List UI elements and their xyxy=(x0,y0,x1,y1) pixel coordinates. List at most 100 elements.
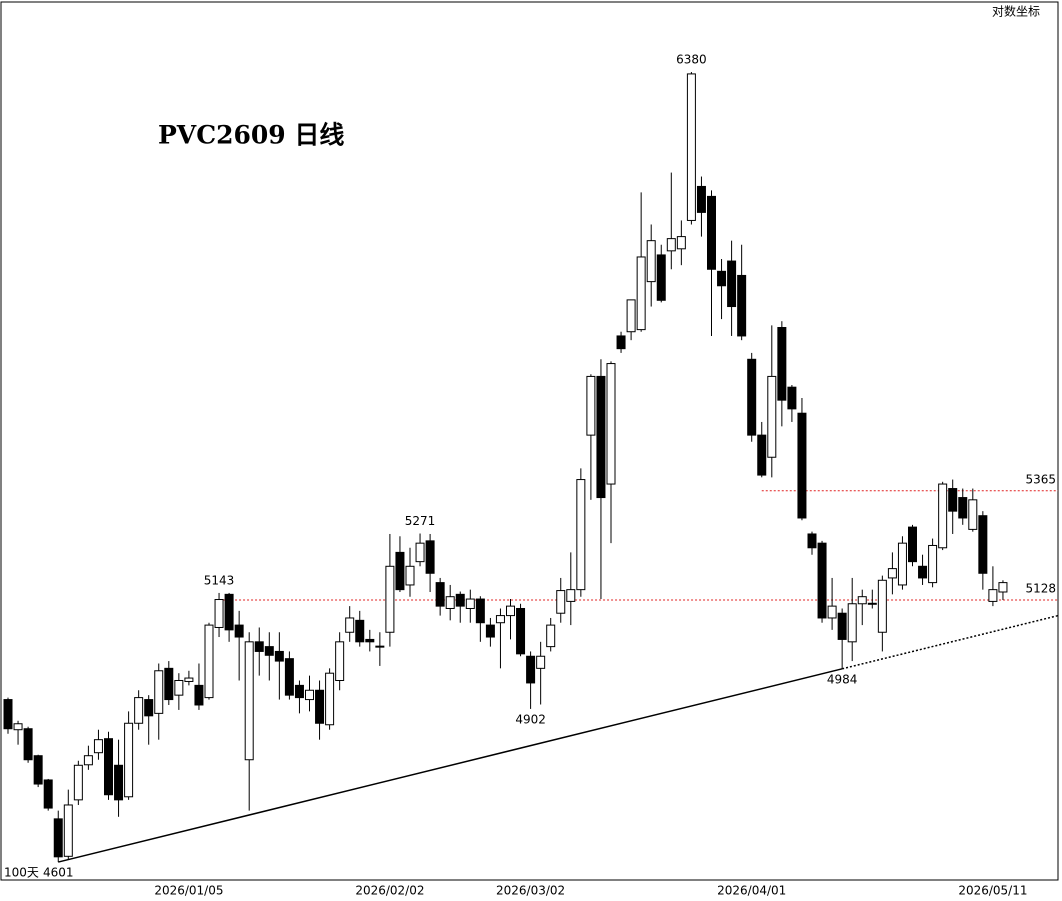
candle-body xyxy=(144,699,154,717)
candle-body xyxy=(3,699,13,730)
candle-body xyxy=(164,667,174,701)
candle-body xyxy=(43,779,53,809)
candle-body xyxy=(737,274,747,337)
candle-body xyxy=(244,641,254,761)
scale-note: 对数坐标 xyxy=(992,4,1040,19)
low-label: 4601 xyxy=(43,866,74,880)
candle-body xyxy=(727,260,737,308)
candle-body xyxy=(83,755,93,766)
candle-body xyxy=(877,579,887,633)
candle-body xyxy=(857,596,867,605)
candle-body xyxy=(335,641,345,681)
trendline-extension xyxy=(841,614,1059,670)
candle-body xyxy=(13,723,23,731)
candle-body xyxy=(516,607,526,655)
candle-body xyxy=(526,655,536,684)
candle-body xyxy=(807,533,817,549)
candle-body xyxy=(847,603,857,643)
candle-body xyxy=(757,434,767,476)
candle-body xyxy=(294,684,304,699)
candle-body xyxy=(315,689,325,724)
candle-body xyxy=(506,605,515,617)
candle-body xyxy=(767,375,777,458)
low-label: 4984 xyxy=(827,672,858,686)
high-label: 5271 xyxy=(405,514,436,528)
candle-body xyxy=(656,254,666,301)
candle-body xyxy=(867,602,877,605)
candle-body xyxy=(978,515,988,574)
x-tick-label: 2026/03/02 xyxy=(496,884,565,898)
level-label: 5365 xyxy=(1025,472,1056,486)
candle-body xyxy=(596,375,606,499)
candle-body xyxy=(948,488,958,512)
candle-body xyxy=(134,697,144,724)
candle-body xyxy=(566,589,576,602)
high-label: 6380 xyxy=(676,53,707,67)
candle-body xyxy=(63,804,73,857)
candle-body xyxy=(355,619,365,643)
candle-body xyxy=(124,722,134,798)
candle-body xyxy=(174,679,184,696)
candle-body xyxy=(415,542,425,563)
candle-body xyxy=(797,412,807,519)
candle-body xyxy=(696,185,706,213)
candle-body xyxy=(395,551,405,591)
candle-body xyxy=(908,526,917,563)
plot-frame xyxy=(0,1,1059,881)
candle-body xyxy=(23,728,33,761)
candle-body xyxy=(73,764,83,801)
candle-body xyxy=(747,358,757,436)
candle-body xyxy=(53,818,63,858)
x-tick-label: 2026/04/01 xyxy=(717,884,786,898)
candle-body xyxy=(194,684,204,706)
x-tick-label: 2026/01/05 xyxy=(154,884,223,898)
candle-body xyxy=(787,386,797,410)
candle-body xyxy=(586,375,596,436)
candle-body xyxy=(827,605,837,619)
candle-body xyxy=(606,363,616,485)
candle-body xyxy=(104,738,113,796)
candle-body xyxy=(214,599,224,628)
x-tick-label: 2026/05/11 xyxy=(958,884,1027,898)
candle-body xyxy=(958,497,968,519)
candle-body xyxy=(968,499,978,530)
candle-body xyxy=(556,590,566,614)
candle-body xyxy=(435,582,445,607)
candle-body xyxy=(365,638,375,643)
candle-body xyxy=(445,596,455,609)
candle-body xyxy=(887,568,897,579)
low-label: 4902 xyxy=(515,712,546,726)
candle-body xyxy=(254,641,264,652)
candle-body xyxy=(546,624,556,648)
candle-body xyxy=(837,612,847,640)
candle-body xyxy=(405,565,415,586)
candle-body xyxy=(114,764,124,801)
candle-body xyxy=(465,598,475,609)
trendline xyxy=(58,668,843,863)
candle-body xyxy=(616,335,626,350)
candle-body xyxy=(485,624,495,638)
candle-body xyxy=(284,658,294,696)
x-tick-label: 2026/02/02 xyxy=(355,884,424,898)
period-label: 100天 xyxy=(4,866,39,880)
candle-body xyxy=(686,73,696,221)
candle-body xyxy=(707,195,716,270)
candle-body xyxy=(998,582,1008,593)
candle-body xyxy=(274,650,284,662)
candle-body xyxy=(305,689,314,701)
candle-body xyxy=(576,479,586,591)
candle-body xyxy=(666,238,676,252)
chart-title: PVC2609 日线 xyxy=(158,121,344,150)
candle-body xyxy=(154,670,164,714)
candle-body xyxy=(325,672,335,726)
candle-body xyxy=(264,646,274,656)
candle-body xyxy=(385,565,395,633)
candle-body xyxy=(93,739,103,754)
candle-body xyxy=(224,593,234,631)
candle-body xyxy=(375,645,385,648)
high-label: 5143 xyxy=(204,573,235,587)
candle-body xyxy=(475,598,485,624)
candle-body xyxy=(536,655,546,669)
candle-body xyxy=(928,544,938,584)
